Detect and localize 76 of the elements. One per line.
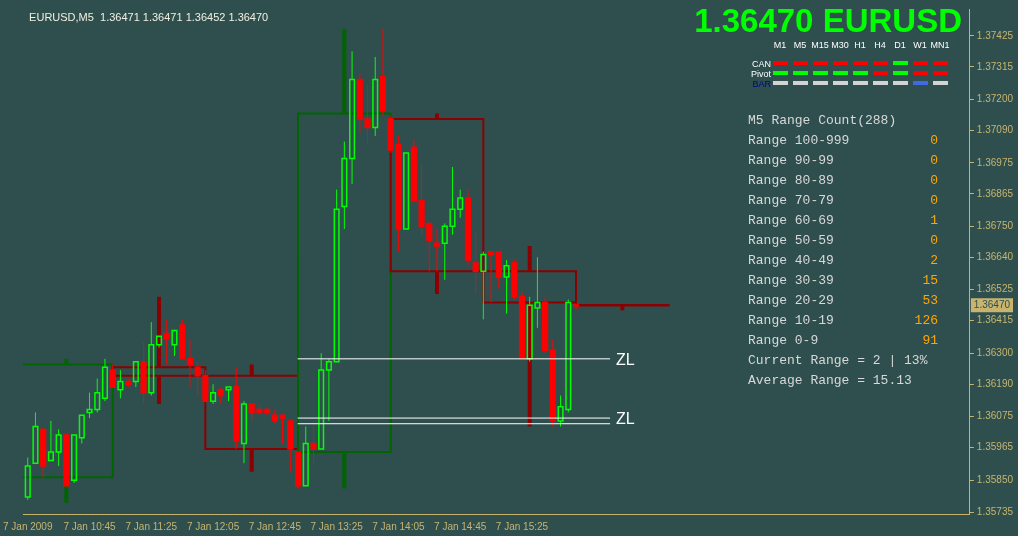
y-tick-label: 1.37200 — [976, 93, 1014, 105]
text: Range 10-19 126 — [748, 313, 938, 328]
y-tick-label: 1.36190 — [976, 377, 1014, 389]
text: Range 90-99 0 — [748, 153, 938, 168]
annotation: M1 — [773, 40, 787, 50]
y-tick-label: 1.35735 — [976, 506, 1014, 518]
y-tick-label: 1.37315 — [976, 60, 1014, 72]
x-tick-label: 7 Jan 14:05 — [372, 520, 425, 532]
candlestick — [171, 329, 178, 357]
x-tick-label: 7 Jan 14:45 — [434, 520, 487, 532]
candlestick — [333, 189, 340, 363]
y-tick-label: 1.37090 — [976, 124, 1014, 136]
candlestick — [325, 358, 332, 422]
candlestick — [47, 420, 54, 462]
annotation: CAN — [751, 59, 771, 69]
candlestick — [210, 383, 217, 405]
annotation: Current Range = 2 | 13% — [748, 353, 929, 368]
annotation: M5 — [793, 40, 807, 50]
y-tick-label: 1.36865 — [976, 187, 1014, 199]
candlestick — [71, 434, 78, 484]
candlestick — [148, 321, 155, 397]
x-tick-label: 7 Jan 10:45 — [63, 520, 117, 532]
annotation: MN1 — [930, 40, 950, 50]
annotation: M15 — [811, 40, 829, 50]
candlestick — [55, 428, 62, 467]
annotation: Pivot — [750, 69, 771, 79]
candlestick — [132, 360, 139, 388]
x-tick-label: 7 Jan 12:45 — [248, 520, 302, 532]
candlestick — [372, 56, 379, 137]
annotation: 1.36470 — [973, 298, 1011, 310]
y-tick-label: 1.36750 — [976, 219, 1014, 231]
x-tick-label: 7 Jan 12:05 — [186, 520, 240, 532]
annotation: M30 — [831, 40, 849, 50]
candlestick — [240, 400, 248, 464]
text: Range 60-69 1 — [748, 213, 938, 228]
x-tick-label: 7 Jan 13:25 — [310, 520, 364, 532]
y-tick-label: 1.36300 — [976, 346, 1014, 358]
text: Range 40-49 2 — [748, 253, 938, 268]
y-tick-label: 1.36075 — [976, 410, 1014, 422]
chart-title: EURUSD,M5 1.36471 1.36471 1.36452 1.36470 — [29, 10, 269, 23]
candlestick — [101, 358, 109, 402]
ref-line-label: ZL — [616, 410, 635, 428]
text: Range 100-999 0 — [748, 133, 938, 148]
candlestick — [32, 411, 39, 464]
y-tick-label: 1.35965 — [976, 441, 1014, 453]
x-tick-label: 7 Jan 2009 — [2, 520, 53, 532]
x-tick-label: 7 Jan 15:25 — [495, 520, 549, 532]
text: Range 70-79 0 — [748, 193, 938, 208]
annotation: H1 — [854, 40, 866, 50]
y-tick-label: 1.36415 — [976, 314, 1014, 326]
text: Range 30-39 15 — [748, 273, 938, 288]
candlestick — [155, 335, 163, 349]
text: Range 0-9 91 — [748, 333, 938, 348]
text: Range 50-59 0 — [748, 233, 938, 248]
y-tick-label: 1.35850 — [976, 473, 1014, 485]
ref-line-label: ZL — [616, 351, 635, 369]
annotation: H4 — [874, 40, 886, 50]
text: Range 80-89 0 — [748, 173, 938, 188]
y-tick-label: 1.36525 — [976, 283, 1014, 295]
candlestick — [302, 426, 309, 487]
annotation: Average Range = 15.13 — [748, 373, 913, 388]
candlestick — [503, 259, 510, 315]
candlestick — [117, 369, 124, 399]
annotation: BAR — [751, 79, 771, 89]
annotation: W1 — [913, 40, 927, 50]
candlestick — [480, 251, 487, 320]
annotation: M5 Range Count(288) — [748, 113, 898, 128]
candlestick — [225, 386, 232, 402]
text: Range 20-29 53 — [748, 293, 938, 308]
annotation: D1 — [894, 40, 906, 50]
x-tick-label: 7 Jan 11:25 — [125, 520, 178, 532]
annotation: 1.36470 EURUSD — [694, 2, 962, 40]
y-tick-label: 1.37425 — [976, 29, 1014, 41]
candlestick — [341, 141, 348, 230]
y-tick-label: 1.36975 — [976, 156, 1014, 168]
y-tick-label: 1.36640 — [976, 251, 1014, 263]
